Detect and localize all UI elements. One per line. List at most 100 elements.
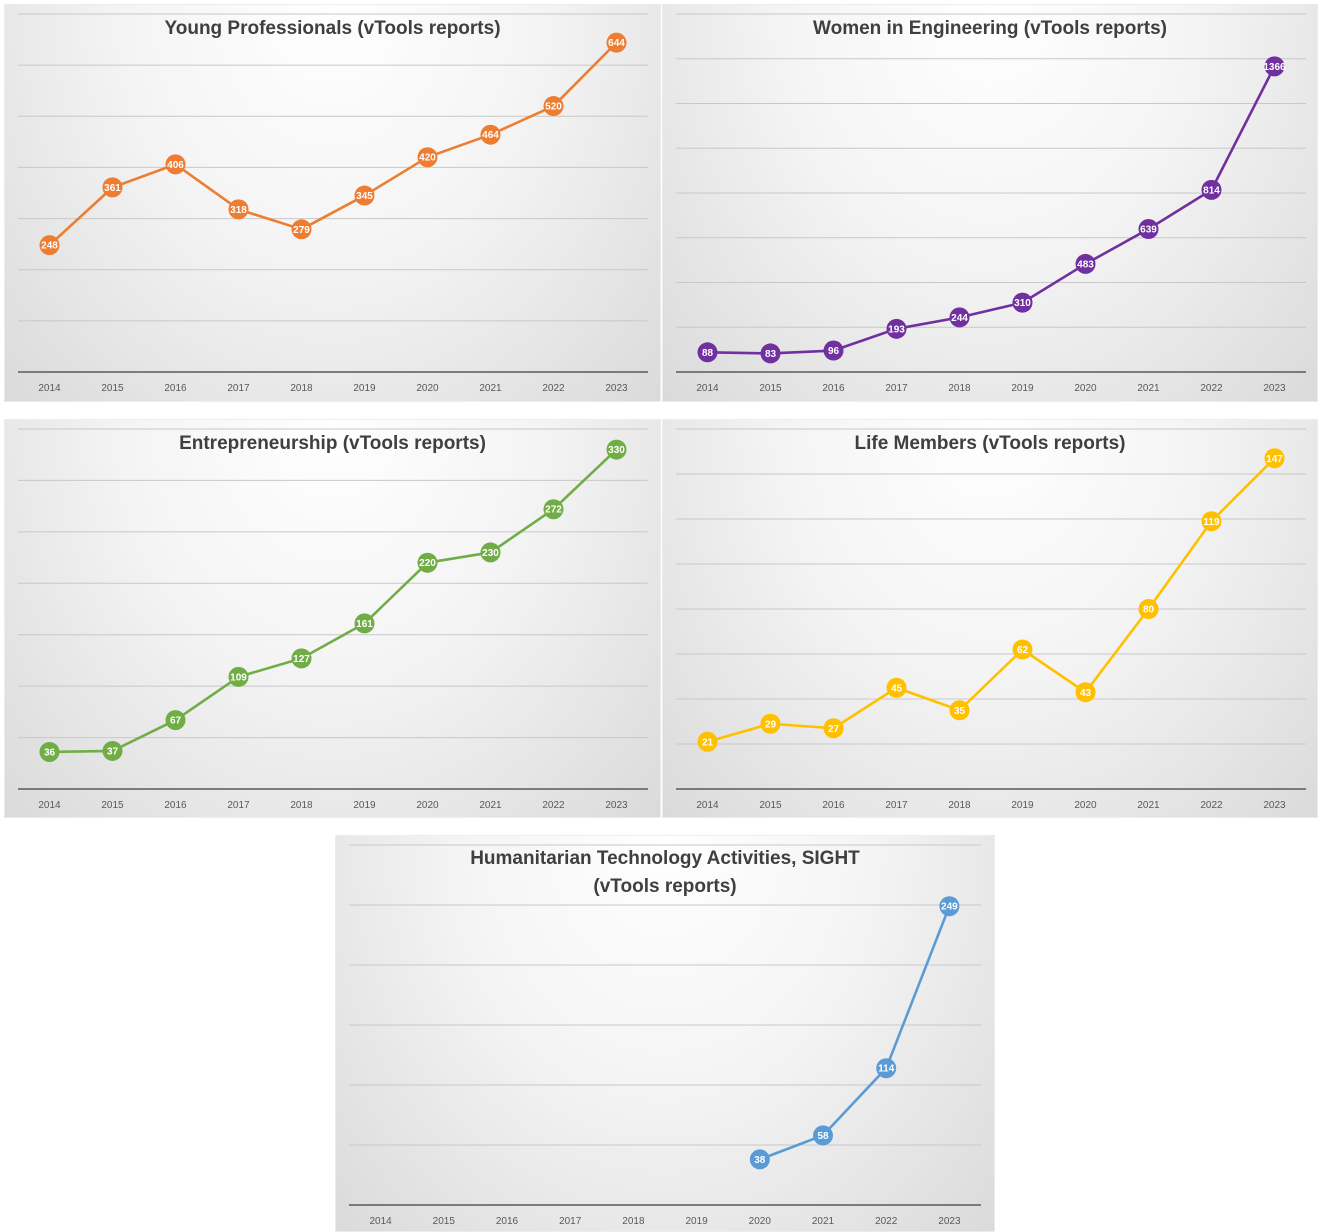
data-label: 27 [828, 724, 840, 735]
data-label: 406 [167, 160, 184, 171]
x-tick-label: 2017 [227, 383, 250, 394]
chart-title: (vTools reports) [593, 876, 736, 897]
x-tick-label: 2015 [759, 800, 782, 811]
data-point [760, 713, 781, 734]
data-point [886, 318, 907, 339]
x-tick-label: 2014 [696, 383, 719, 394]
data-point [1075, 682, 1096, 703]
x-tick-label: 2014 [369, 1216, 392, 1227]
x-tick-label: 2017 [885, 383, 908, 394]
data-point [228, 199, 249, 220]
series-line [49, 448, 618, 754]
data-label: 272 [545, 505, 562, 516]
x-tick-label: 2020 [1074, 383, 1097, 394]
data-label: 1366 [1263, 62, 1286, 73]
x-tick-label: 2023 [938, 1216, 961, 1227]
x-tick-label: 2014 [696, 800, 719, 811]
data-label: 220 [419, 558, 436, 569]
data-point [697, 342, 718, 363]
data-label: 147 [1266, 454, 1283, 465]
data-point [760, 343, 781, 364]
x-tick-label: 2021 [479, 800, 502, 811]
data-label: 58 [817, 1131, 829, 1142]
x-tick-label: 2022 [875, 1216, 898, 1227]
x-tick-label: 2018 [622, 1216, 645, 1227]
data-label: 814 [1203, 185, 1220, 196]
series-line [48, 41, 618, 247]
data-point [1264, 56, 1285, 77]
data-point [39, 235, 60, 256]
chart-title: Humanitarian Technology Activities, SIGH… [470, 848, 860, 869]
data-label: 21 [702, 737, 714, 748]
data-point [417, 552, 438, 573]
data-label: 80 [1143, 605, 1155, 616]
x-tick-label: 2015 [101, 800, 124, 811]
data-point [354, 613, 375, 634]
chart-title: Entrepreneurship (vTools reports) [179, 433, 486, 454]
x-tick-label: 2017 [227, 800, 250, 811]
data-point [165, 154, 186, 175]
x-tick-label: 2014 [38, 383, 61, 394]
chart-panel-humanitarian-technology: Humanitarian Technology Activities, SIGH… [335, 835, 995, 1232]
x-tick-label: 2023 [605, 800, 628, 811]
data-label: 62 [1017, 645, 1029, 656]
data-label: 96 [828, 346, 840, 357]
x-tick-label: 2017 [885, 800, 908, 811]
data-point [291, 648, 312, 669]
x-tick-label: 2019 [353, 383, 376, 394]
x-tick-label: 2020 [749, 1216, 772, 1227]
data-label: 639 [1140, 225, 1157, 236]
data-label: 464 [482, 130, 499, 141]
data-label: 37 [107, 746, 119, 757]
data-label: 36 [44, 747, 56, 758]
chart-svg: Entrepreneurship (vTools reports) 2014 201… [18, 428, 648, 811]
data-point [102, 740, 123, 761]
series-line [707, 65, 1276, 355]
x-tick-label: 2014 [38, 800, 61, 811]
data-label: 230 [482, 548, 499, 559]
data-label: 310 [1014, 298, 1031, 309]
x-tick-label: 2016 [164, 383, 187, 394]
x-tick-label: 2019 [1011, 383, 1034, 394]
x-tick-label: 2016 [496, 1216, 519, 1227]
chart-svg: Life Members (vTools reports) 2014 2015 201… [676, 428, 1306, 811]
data-point [480, 542, 501, 563]
data-point [354, 185, 375, 206]
data-point [228, 666, 249, 687]
chart-title: Young Professionals (vTools reports) [164, 18, 500, 39]
data-point [1201, 511, 1222, 532]
data-label: 520 [545, 102, 562, 113]
data-point [939, 896, 960, 917]
chart-panel-entrepreneurship: Entrepreneurship (vTools reports) 2014 201… [4, 419, 661, 818]
x-tick-label: 2023 [1263, 800, 1286, 811]
data-point [1012, 639, 1033, 660]
chart-title: Life Members (vTools reports) [855, 433, 1126, 454]
data-label: 38 [754, 1155, 766, 1166]
chart-title: Women in Engineering (vTools reports) [813, 18, 1167, 39]
x-tick-label: 2022 [1200, 383, 1223, 394]
data-point [606, 32, 627, 53]
data-point [886, 677, 907, 698]
data-label: 119 [1203, 517, 1220, 528]
x-tick-label: 2015 [433, 1216, 456, 1227]
x-tick-label: 2022 [542, 800, 565, 811]
x-tick-label: 2015 [759, 383, 782, 394]
data-point [102, 177, 123, 198]
data-point [1138, 219, 1159, 240]
x-tick-label: 2022 [1200, 800, 1223, 811]
data-point [291, 219, 312, 240]
data-point [823, 718, 844, 739]
chart-panel-young-professionals: Young Professionals (vTools reports) 2014… [4, 4, 661, 402]
data-point [813, 1125, 833, 1146]
x-tick-label: 2021 [812, 1216, 835, 1227]
x-tick-label: 2020 [1074, 800, 1097, 811]
data-label: 109 [230, 672, 247, 683]
data-point [1138, 599, 1159, 619]
x-tick-label: 2021 [1137, 383, 1160, 394]
x-tick-label: 2019 [685, 1216, 708, 1227]
data-label: 483 [1077, 259, 1094, 270]
x-tick-label: 2016 [164, 800, 187, 811]
data-label: 45 [891, 683, 903, 694]
data-point [39, 741, 60, 762]
chart-panel-life-members: Life Members (vTools reports) 2014 2015 201… [662, 419, 1318, 818]
